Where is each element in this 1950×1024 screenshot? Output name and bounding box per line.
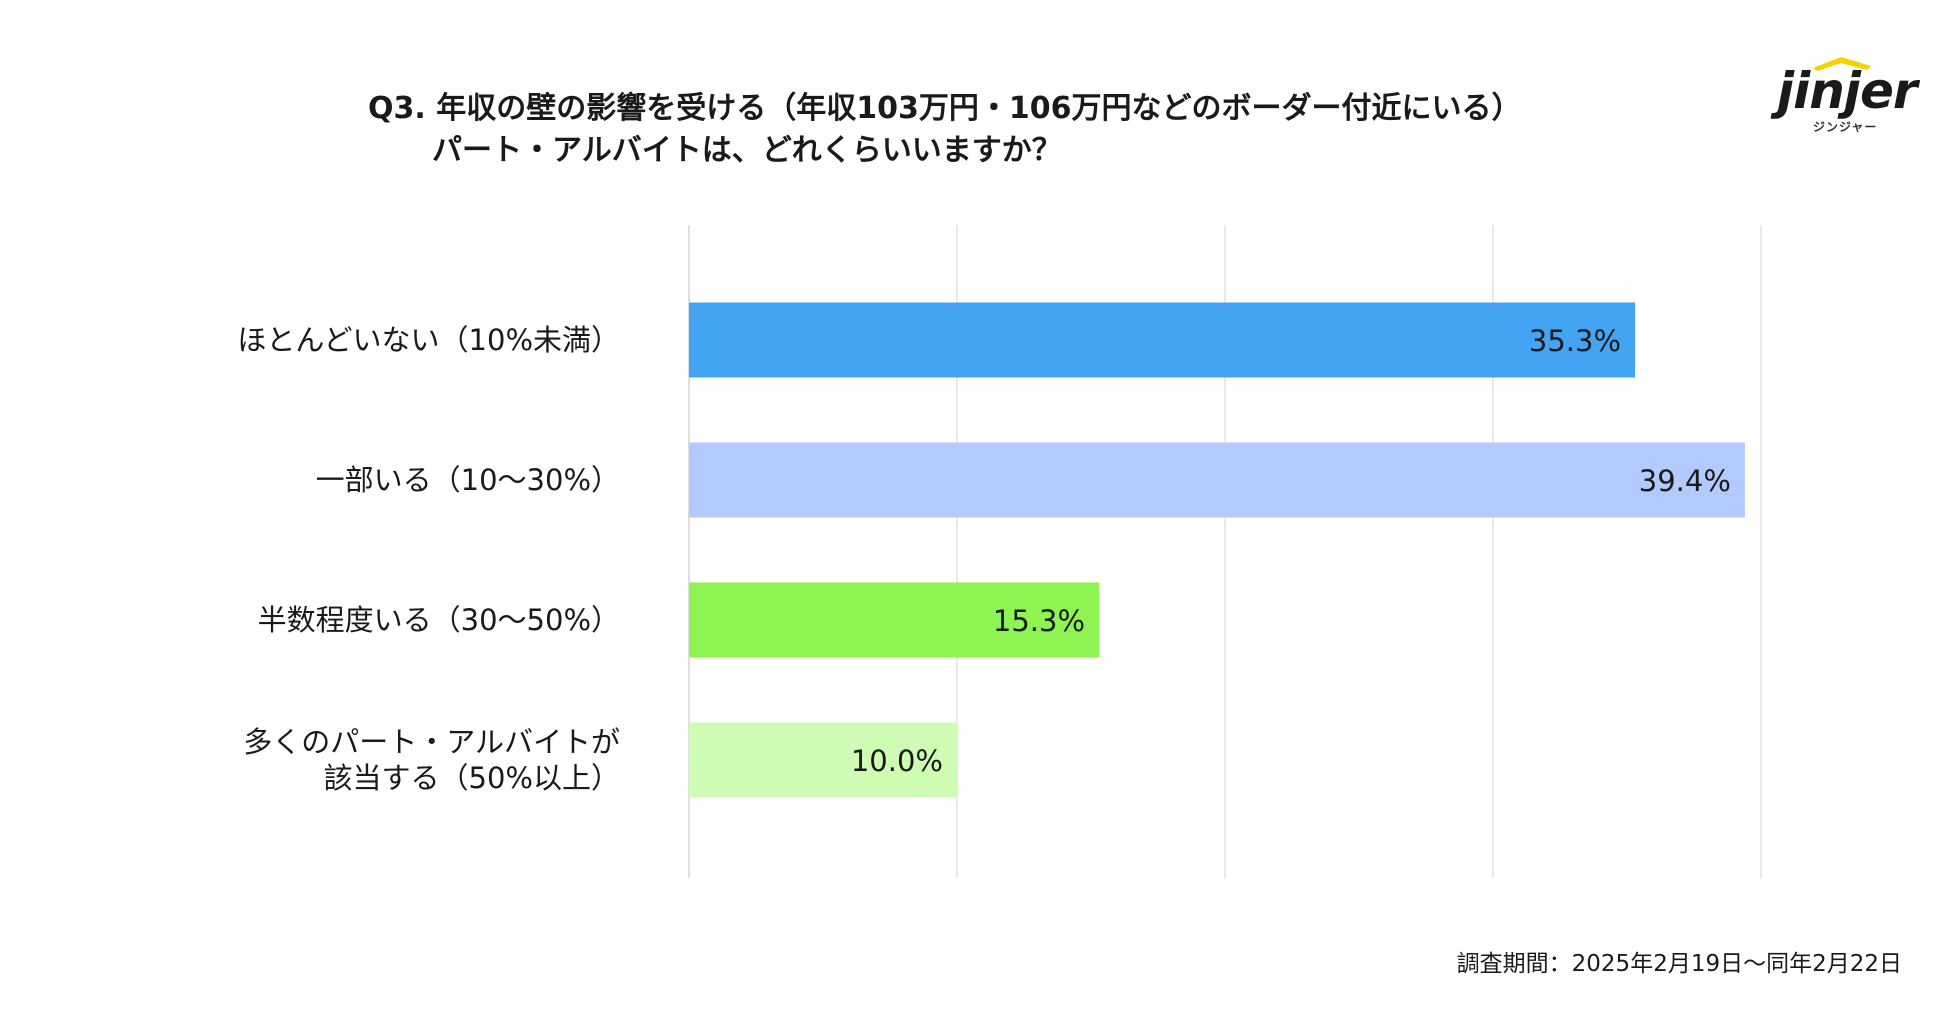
category-label: 多くのパート・アルバイトが xyxy=(243,725,620,759)
value-label: 10.0% xyxy=(851,744,943,778)
category-label: 該当する（50%以上） xyxy=(324,761,620,795)
survey-period: 調査期間：2025年2月19日〜同年2月22日 xyxy=(1456,951,1902,977)
category-label: 一部いる（10〜30%） xyxy=(316,463,620,497)
chart-title: Q3. 年収の壁の影響を受ける（年収103万円・106万円などのボーダー付近にい… xyxy=(368,88,1521,172)
logo-roof-icon xyxy=(1813,57,1871,71)
category-label: ほとんどいない（10%未満） xyxy=(237,323,620,357)
bar xyxy=(689,582,1100,658)
category-label: 半数程度いる（30〜50%） xyxy=(258,603,620,637)
bar xyxy=(689,442,1745,518)
value-label: 39.4% xyxy=(1639,464,1731,498)
title-line-1: Q3. 年収の壁の影響を受ける（年収103万円・106万円などのボーダー付近にい… xyxy=(368,91,1522,126)
jinjer-logo: jinjer ジンジャー xyxy=(1775,52,1918,142)
logo-subtitle: ジンジャー xyxy=(1813,120,1878,134)
value-label: 15.3% xyxy=(993,604,1085,638)
logo-text: jinjer xyxy=(1777,62,1918,120)
value-label: 35.3% xyxy=(1529,324,1621,358)
bar xyxy=(689,722,957,798)
bar xyxy=(689,302,1636,378)
title-line-2: パート・アルバイトは、どれくらいいますか？ xyxy=(432,133,1062,168)
